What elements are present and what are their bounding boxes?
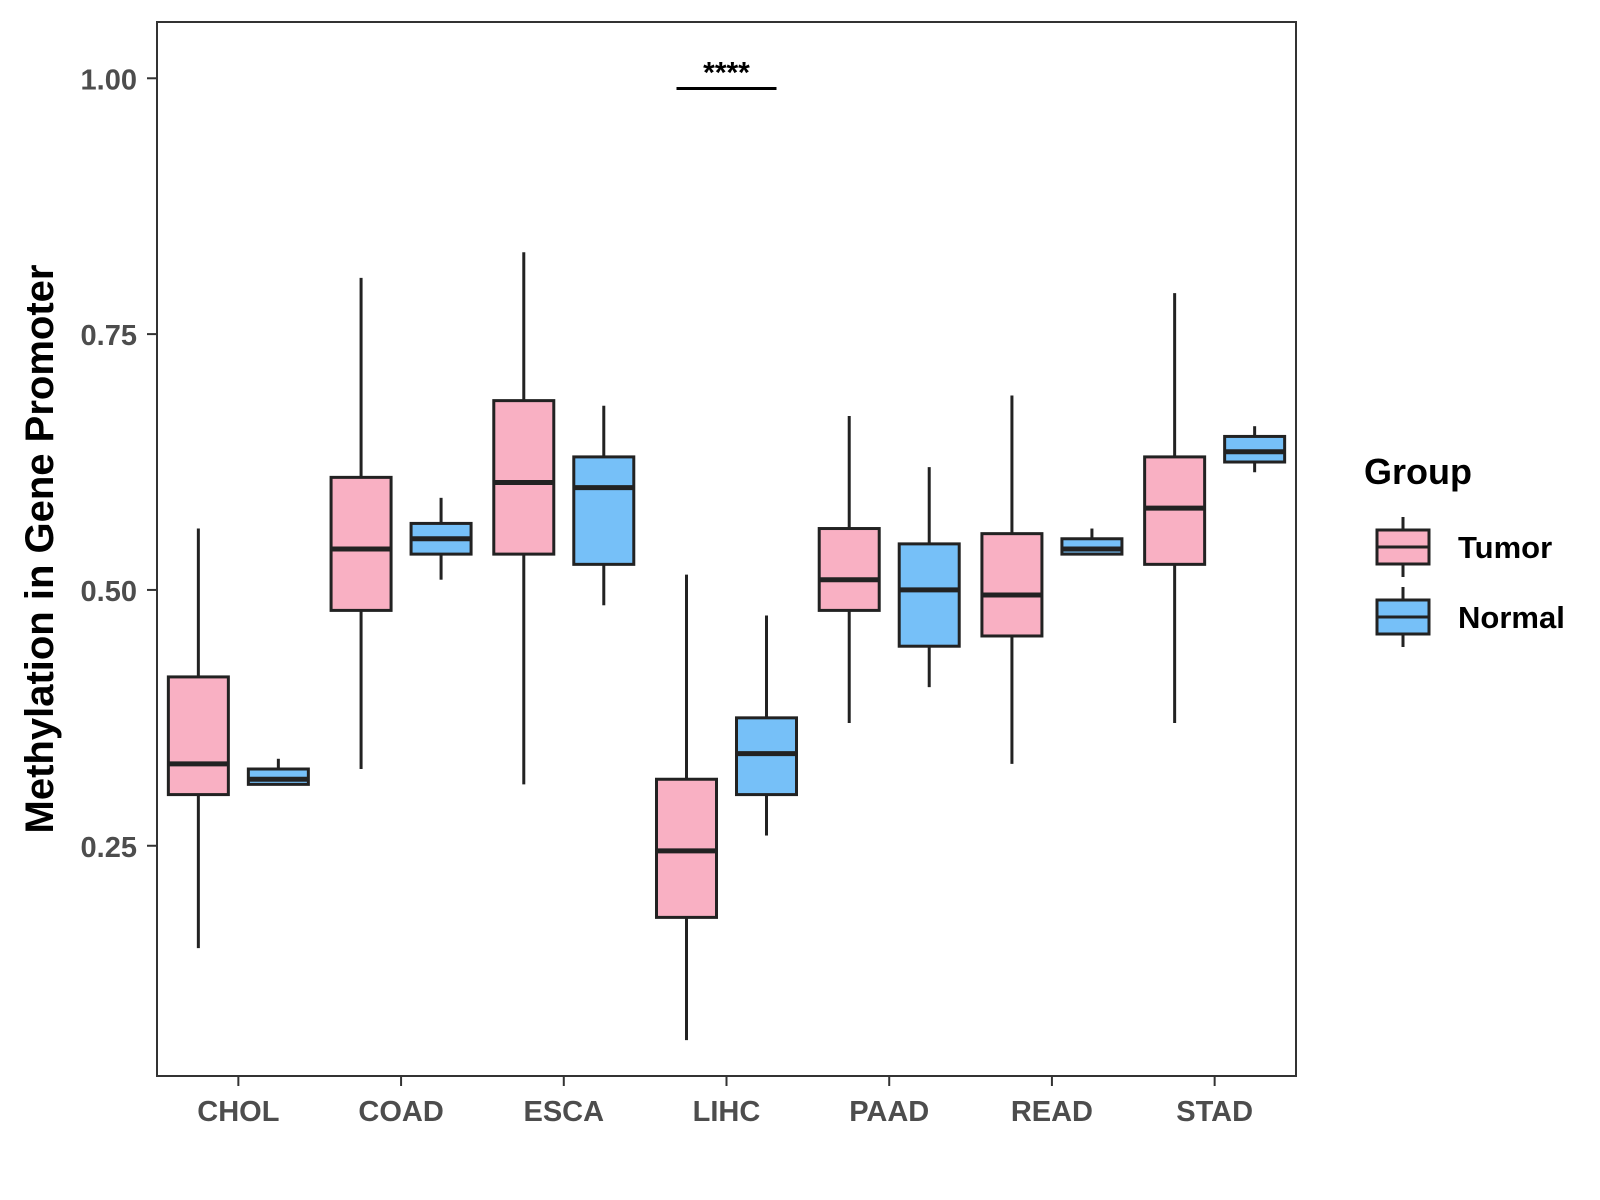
y-tick-label: 1.00 xyxy=(81,64,137,96)
box-series xyxy=(166,252,1287,1041)
box-tumor-stad xyxy=(1143,293,1207,723)
box-tumor-read xyxy=(980,395,1044,764)
box-normal-lihc xyxy=(735,615,798,836)
y-axis-title: Methylation in Gene Promoter xyxy=(18,265,62,834)
y-tick-label: 0.75 xyxy=(81,320,137,352)
legend-item-normal: Normal xyxy=(1375,587,1565,647)
x-tick-label: STAD xyxy=(1176,1096,1253,1128)
box-body xyxy=(1143,455,1207,566)
box-tumor-lihc xyxy=(655,574,718,1041)
box-tumor-coad xyxy=(329,277,393,770)
box-normal-stad xyxy=(1223,426,1287,473)
box-body xyxy=(1060,537,1124,556)
x-tick-label: CHOL xyxy=(197,1096,279,1128)
x-tick-label: PAAD xyxy=(849,1096,929,1128)
box-body xyxy=(166,675,230,797)
x-tick-label: LIHC xyxy=(693,1096,761,1128)
box-body xyxy=(246,767,310,786)
box-tumor-chol xyxy=(166,528,230,949)
box-normal-coad xyxy=(409,497,473,580)
y-tick-label: 0.50 xyxy=(81,576,137,608)
significance-annotations: **** xyxy=(676,57,777,91)
box-normal-esca xyxy=(572,405,636,606)
legend-item-tumor: Tumor xyxy=(1375,517,1552,577)
box-body xyxy=(735,716,798,797)
legend: Group Tumor Normal xyxy=(1364,451,1565,647)
box-normal-paad xyxy=(897,467,961,688)
legend-items: Tumor Normal xyxy=(1375,517,1565,647)
box-body xyxy=(1223,434,1287,464)
legend-label: Tumor xyxy=(1458,530,1552,565)
significance-label: **** xyxy=(703,57,750,90)
box-tumor-paad xyxy=(817,415,881,723)
x-axis: CHOL COAD ESCA LIHC PAAD READ STAD xyxy=(197,1076,1253,1128)
box-tumor-esca xyxy=(492,252,556,785)
x-tick-label: ESCA xyxy=(523,1096,604,1128)
box-body xyxy=(655,777,718,919)
y-axis: 0.25 0.50 0.75 1.00 xyxy=(81,64,157,864)
legend-title: Group xyxy=(1364,451,1472,492)
x-tick-label: READ xyxy=(1011,1096,1093,1128)
plot-panel xyxy=(156,21,1297,1077)
box-normal-read xyxy=(1060,528,1124,556)
box-body xyxy=(897,542,961,648)
box-body xyxy=(980,532,1044,638)
x-tick-label: COAD xyxy=(358,1096,443,1128)
legend-label: Normal xyxy=(1458,600,1565,635)
y-tick-label: 0.25 xyxy=(81,832,137,864)
box-normal-chol xyxy=(246,758,310,786)
box-body xyxy=(329,475,393,612)
box-body xyxy=(572,455,636,566)
box-body xyxy=(492,399,556,556)
box-body xyxy=(817,527,881,612)
